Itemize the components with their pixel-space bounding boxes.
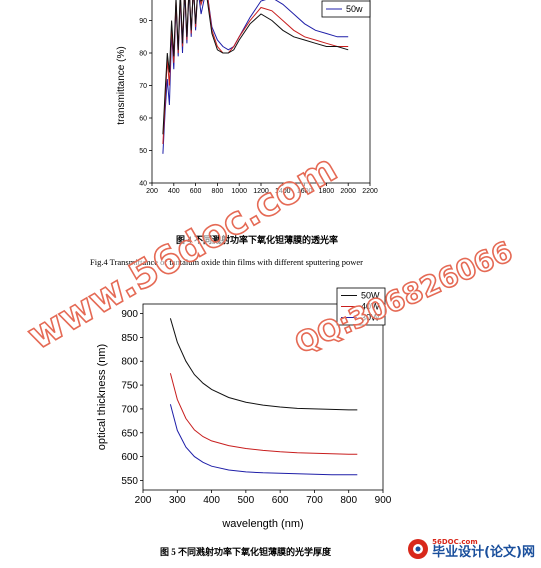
x-tick-label: 2200: [362, 188, 378, 195]
chart2-axes: 200 300 400 500 600 700 800 900 550 600 650 700 750 8…: [96, 303, 392, 530]
chart1-series: [162, 0, 349, 154]
y-tick-label: 600: [121, 452, 138, 463]
site-logo: 56DOC.com 毕业设计(论文)网: [407, 538, 535, 560]
y-tick-label: 750: [121, 381, 138, 392]
chart2-series: [169, 318, 358, 476]
series-line-40w: [169, 373, 358, 455]
x-tick-label: 700: [306, 495, 323, 506]
y-tick-label: 70: [139, 83, 147, 90]
legend-label: 40W: [361, 302, 380, 312]
series-line-30w: [169, 404, 358, 476]
series-line-50w: [169, 318, 358, 411]
x-tick-label: 800: [212, 188, 224, 195]
x-tick-label: 400: [168, 188, 180, 195]
y-tick-label: 850: [121, 333, 138, 344]
y-tick-label: 40: [139, 180, 147, 187]
x-tick-label: 300: [169, 495, 186, 506]
y-tick-label: 900: [121, 309, 138, 320]
legend-label: 50w: [346, 4, 363, 14]
chart1-axes: 200 400 600 800 1000 1200 1400 1600 1800 2000 2200…: [116, 0, 378, 195]
x-tick-label: 2000: [340, 188, 356, 195]
x-tick-label: 400: [203, 495, 220, 506]
y-tick-label: 80: [139, 50, 147, 57]
plot-frame: [151, 0, 371, 184]
x-tick-label: 200: [146, 188, 158, 195]
optical-thickness-chart: 200 300 400 500 600 700 800 900 550 600 650 700 750 8…: [96, 287, 392, 530]
y-tick-label: 800: [121, 357, 138, 368]
y-axis-label: optical thickness (nm): [96, 344, 108, 450]
y-tick-label: 50: [139, 148, 147, 155]
legend-label: 30W: [361, 313, 380, 323]
x-tick-label: 500: [238, 495, 255, 506]
y-tick-label: 60: [139, 115, 147, 122]
series-line-series-3: [162, 0, 349, 135]
y-axis-label: transmittance (%): [116, 46, 127, 124]
figure5-caption: 图 5 不同溅射功率下氧化钽薄膜的光学厚度: [160, 547, 332, 557]
logo-emblem-icon: [408, 539, 429, 559]
logo-text: 毕业设计(论文)网: [432, 545, 535, 560]
x-tick-label: 1800: [319, 188, 335, 195]
x-axis-label: wavelength (nm): [221, 518, 303, 530]
chart1-legend: 50w: [321, 0, 371, 18]
figure4-caption: 图 4 不同溅射功率下氧化钽薄膜的透光率: [176, 235, 339, 245]
x-tick-label: 800: [340, 495, 357, 506]
logo-small-text: 56DOC.com: [432, 538, 478, 546]
x-tick-label: 1600: [297, 188, 313, 195]
y-tick-label: 90: [139, 18, 147, 25]
y-tick-label: 550: [121, 476, 138, 487]
x-tick-label: 900: [375, 495, 392, 506]
legend-label: 50W: [361, 291, 380, 301]
y-tick-label: 700: [121, 404, 138, 415]
x-tick-label: 1000: [231, 188, 247, 195]
y-tick-label: 650: [121, 428, 138, 439]
x-tick-label: 600: [272, 495, 289, 506]
x-tick-label: 1400: [275, 188, 291, 195]
legend-box: [321, 0, 371, 18]
figure4-caption-english: Fig.4 Transmittance of tantalum oxide th…: [90, 257, 363, 267]
x-tick-label: 600: [190, 188, 202, 195]
plot-frame: [142, 303, 384, 491]
transmittance-chart: 200 400 600 800 1000 1200 1400 1600 1800 2000 2200…: [116, 0, 378, 195]
x-tick-label: 200: [135, 495, 152, 506]
x-tick-label: 1200: [253, 188, 269, 195]
